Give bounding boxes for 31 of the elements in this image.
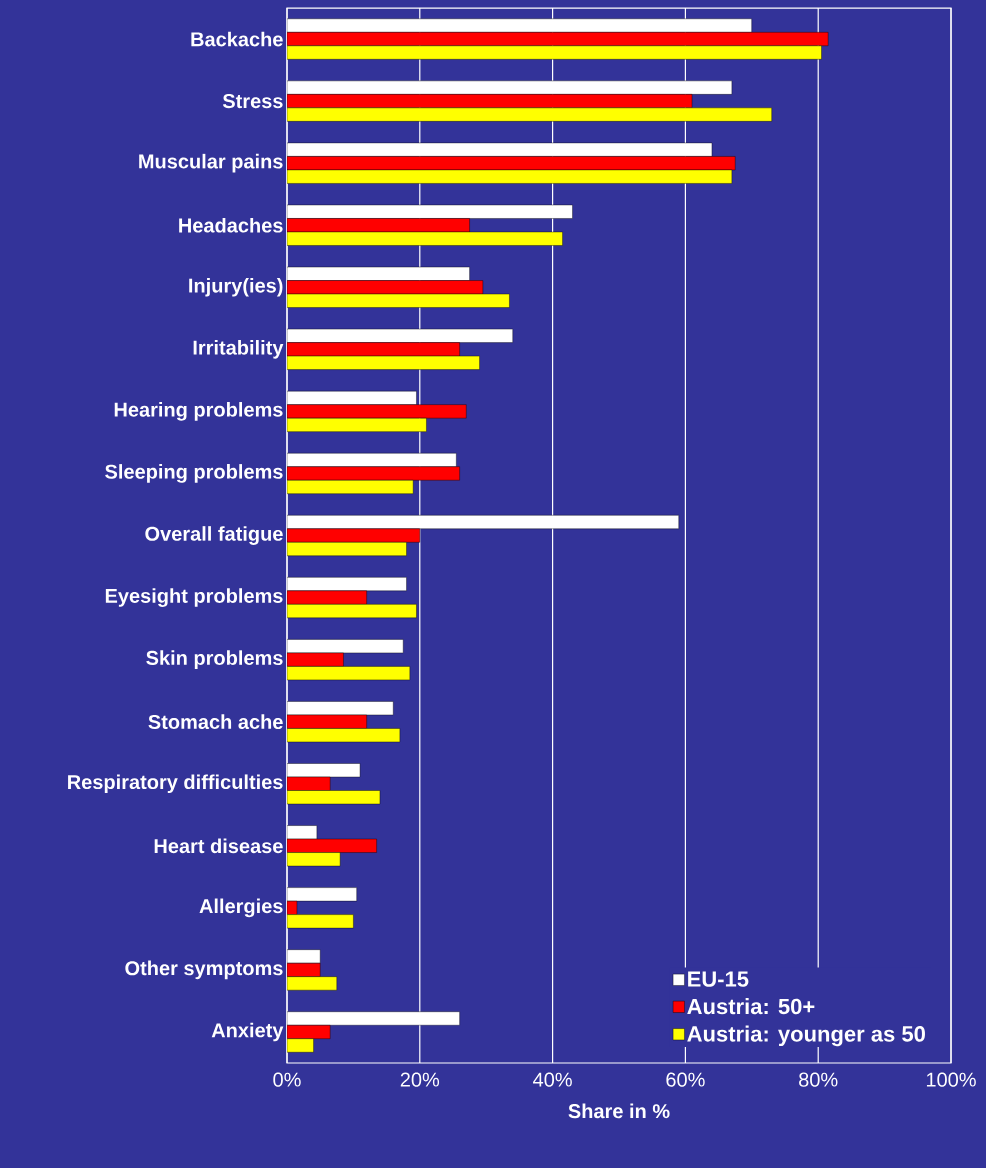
y-tick-label: Skin problems	[146, 650, 283, 669]
y-tick-label: Backache	[191, 31, 283, 47]
legend-label: Austria: 50+	[687, 998, 815, 1015]
x-tick-label: 100%	[926, 1072, 976, 1087]
x-tick-label: 20%	[400, 1072, 440, 1087]
bar	[287, 404, 467, 419]
y-tick-label: Headaches	[179, 217, 283, 233]
bar	[287, 528, 420, 543]
legend-label: EU-15	[688, 971, 749, 987]
y-tick-label: Hearing problems	[114, 402, 283, 421]
x-tick-label: 60%	[666, 1072, 705, 1087]
y-tick-label: Stomach ache	[148, 714, 283, 730]
y-tick-label: Eyesight problems	[105, 588, 283, 607]
y-tick-label: Stress	[222, 94, 283, 109]
y-tick-label: Anxiety	[211, 1022, 284, 1042]
y-tick-label: Respiratory difficulties	[68, 774, 283, 794]
y-tick-label: Other symptoms	[125, 960, 283, 980]
x-axis-title: Share in %	[568, 1103, 670, 1119]
x-tick-label: 0%	[273, 1072, 301, 1087]
y-tick-label: Overall fatigue	[145, 526, 283, 545]
legend-label: Austria: younger as 50	[687, 1025, 925, 1047]
y-tick-label: Sleeping problems	[105, 464, 283, 483]
x-tick-label: 80%	[799, 1072, 838, 1087]
y-tick-label: Irritability	[193, 340, 284, 359]
y-tick-label: Heart disease	[154, 838, 283, 854]
y-tick-label: Muscular pains	[139, 153, 283, 173]
y-tick-label: Injury(ies)	[189, 277, 283, 297]
y-tick-label: Allergies	[199, 898, 283, 918]
bar	[287, 466, 460, 481]
bar	[287, 590, 367, 605]
x-tick-label: 40%	[533, 1072, 572, 1087]
